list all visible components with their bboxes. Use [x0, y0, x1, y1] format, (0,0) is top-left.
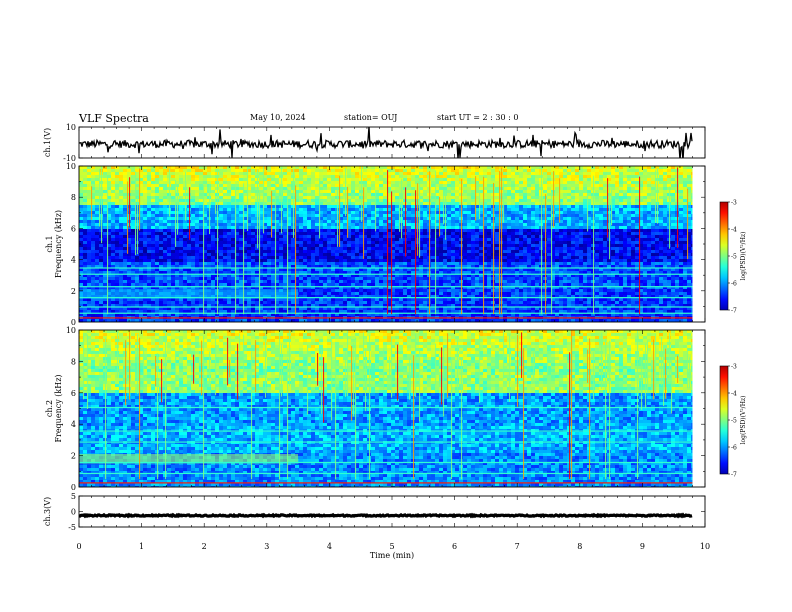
y-tick-label: 0 [71, 508, 76, 517]
y-tick-label: 4 [71, 420, 76, 429]
y-tick-label: 8 [71, 357, 76, 366]
x-tick-label: 1 [139, 542, 144, 551]
y-tick-label: 10 [66, 123, 76, 132]
y-axis-label: ch.2 [45, 400, 54, 417]
y-tick-label: 5 [71, 492, 76, 501]
panel-frame [78, 495, 706, 528]
waveform-panel-ch1 [79, 127, 693, 158]
date-label: May 10, 2024 [250, 113, 306, 122]
y-tick-label: 10 [66, 326, 76, 335]
waveform-panel-ch3 [79, 512, 693, 519]
y-axis-label: Frequency (kHz) [54, 210, 63, 278]
x-tick-label: 8 [577, 542, 582, 551]
y-tick-label: 6 [71, 389, 76, 398]
colorbar-label: log(PSD)(V²/Hz) [740, 232, 747, 281]
x-tick-label: 6 [452, 542, 457, 551]
colorbar-tick-label: -7 [731, 308, 737, 315]
y-tick-label: 2 [71, 287, 76, 296]
y-tick-label: -5 [68, 523, 76, 532]
colorbar-tick-label: -7 [731, 472, 737, 479]
waveform-trace-ch3 [79, 512, 693, 519]
y-tick-label: 0 [71, 318, 76, 327]
colorbar-label: log(PSD)(V²/Hz) [740, 396, 747, 445]
colorbar-ch2 [719, 365, 729, 475]
y-axis-label: ch.1(V) [43, 128, 52, 157]
spectrogram-ch1 [79, 166, 705, 322]
colorbar-tick-label: -4 [731, 391, 737, 398]
y-tick-label: 0 [71, 483, 76, 492]
colorbar-tick-label: -6 [731, 281, 737, 288]
colorbar-ch1 [719, 201, 729, 311]
x-tick-label: 10 [700, 542, 710, 551]
x-tick-label: 4 [327, 542, 332, 551]
y-tick-label: 4 [71, 256, 76, 265]
waveform-trace-ch1 [79, 127, 693, 158]
y-tick-label: 10 [66, 162, 76, 171]
y-axis-label: Frequency (kHz) [54, 374, 63, 442]
colorbar-tick-label: -3 [731, 364, 737, 371]
station-label: station= OUJ [344, 113, 398, 122]
y-tick-label: -10 [63, 154, 76, 163]
y-tick-label: 6 [71, 224, 76, 233]
y-axis-label: ch.3(V) [43, 497, 52, 526]
colorbar-tick-label: -5 [731, 418, 737, 425]
figure-title: VLF Spectra [79, 112, 149, 125]
y-tick-label: 8 [71, 193, 76, 202]
colorbar-tick-label: -3 [731, 200, 737, 207]
spectrogram-ch2 [79, 330, 705, 487]
x-tick-label: 0 [76, 542, 81, 551]
x-tick-label: 7 [515, 542, 520, 551]
colorbar-tick-label: -5 [731, 254, 737, 261]
y-tick-label: 2 [71, 452, 76, 461]
colorbar-tick-label: -6 [731, 445, 737, 452]
x-tick-label: 3 [264, 542, 269, 551]
x-tick-label: 5 [389, 542, 394, 551]
x-axis-label: Time (min) [370, 551, 414, 560]
colorbar-tick-label: -4 [731, 227, 737, 234]
x-tick-label: 9 [640, 542, 645, 551]
x-tick-label: 2 [202, 542, 207, 551]
start-time-label: start UT = 2 : 30 : 0 [437, 113, 519, 122]
y-axis-label: ch.1 [45, 235, 54, 252]
